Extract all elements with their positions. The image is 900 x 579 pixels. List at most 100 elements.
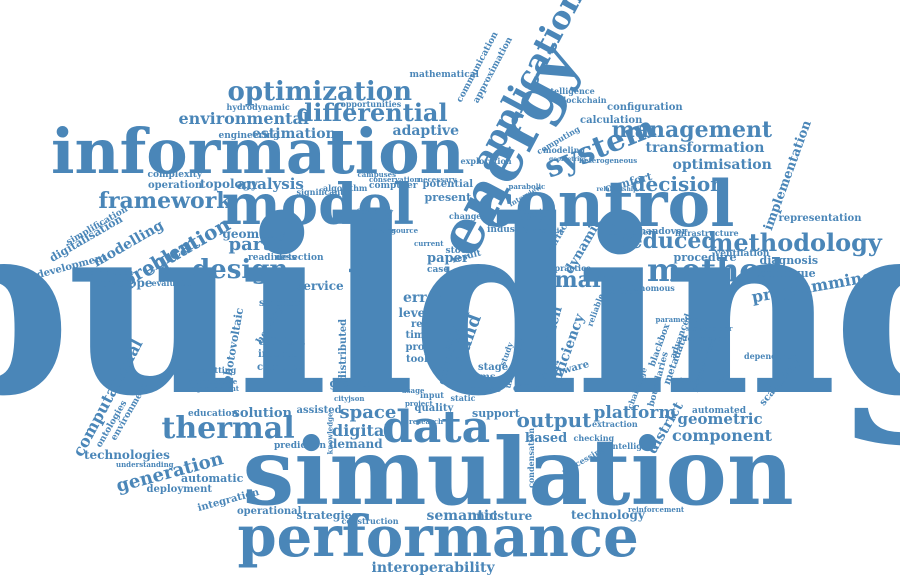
word-extraction: extraction	[592, 419, 638, 429]
word-blockchain: blockchain	[557, 95, 607, 105]
word-technologies: technologies	[84, 448, 170, 462]
word-topology: topology	[200, 177, 258, 191]
word-parabolic: parabolic	[508, 181, 546, 191]
word-operation: operation	[148, 180, 203, 191]
word-industry: industry	[487, 224, 529, 235]
word-present: present	[424, 190, 472, 204]
word-significant: significant	[296, 187, 344, 197]
word-current: current	[414, 238, 444, 248]
word-stage: stage	[478, 362, 509, 373]
word-model: model	[221, 172, 415, 238]
word-architecture: architecture	[188, 376, 238, 386]
word-envelope: envelope	[93, 276, 153, 290]
word-stock: stock	[445, 245, 473, 256]
word-level: level	[398, 306, 430, 320]
word-hydrodynamic: hydrodynamic	[226, 102, 290, 112]
word-technique: technique	[754, 266, 816, 280]
word-formulation: formulation	[86, 267, 134, 277]
word-stakeholder: stakeholder	[686, 323, 733, 333]
word-optimisation: optimisation	[672, 157, 772, 173]
word-cityjson: cityjson	[334, 393, 365, 403]
word-interest: interest	[258, 349, 302, 360]
word-phase: phase	[468, 384, 502, 395]
word-proc: proc	[405, 342, 431, 353]
word-parametric: parametric	[655, 314, 699, 324]
word-computer: computer	[369, 180, 418, 191]
word-output: output	[516, 408, 592, 432]
word-actuation: actuation	[517, 206, 555, 216]
word-education: education	[188, 408, 238, 419]
word-thermal: thermal	[161, 411, 295, 446]
word-efficient: efficient	[258, 337, 306, 348]
word-bems: bems	[466, 372, 496, 383]
word-ventilation: ventilation	[715, 248, 770, 259]
word-transformation: transformation	[645, 140, 765, 156]
word-optimization: optimization	[227, 77, 413, 107]
word-support: support	[472, 406, 520, 420]
word-real: real	[411, 319, 433, 330]
word-control: control	[476, 167, 735, 242]
word-time: time	[405, 330, 431, 341]
word-input: input	[420, 390, 444, 400]
word-science: science	[259, 298, 301, 309]
word-distributed: distributed	[338, 318, 350, 382]
word-demand: demand	[329, 437, 383, 451]
word-technological: technological	[680, 377, 726, 384]
word-usage: usage	[401, 385, 425, 395]
word-autonomous: autonomous	[619, 283, 675, 293]
word-handover: handover	[639, 226, 687, 237]
word-modeling: modeling	[543, 145, 585, 155]
word-mathematical: mathematical	[409, 69, 479, 80]
word-condensation: condensation	[526, 427, 537, 489]
word-tool: tool	[406, 354, 428, 365]
word-research: research	[409, 416, 444, 426]
word-practice: practice	[554, 263, 592, 273]
word-moisture: moisture	[472, 509, 533, 523]
word-adaptive: adaptive	[392, 123, 460, 139]
word-heterogeneous: heterogeneous	[579, 155, 638, 165]
word-performance: performance	[237, 504, 639, 570]
word-platform: platform	[593, 402, 677, 423]
word-calculation: calculation	[580, 115, 643, 126]
word-relationship: relationship	[596, 186, 638, 193]
word-assisted: assisted	[296, 405, 342, 416]
word-automated: automated	[692, 405, 747, 416]
word-diagnosis: diagnosis	[759, 253, 819, 267]
word-decision: decision	[631, 172, 725, 196]
word-design: design	[192, 255, 289, 285]
word-opportunities: opportunities	[340, 99, 402, 109]
word-component: component	[672, 426, 773, 445]
word-source: source	[392, 225, 419, 235]
word-different: different	[513, 383, 557, 394]
word-checking: checking	[573, 433, 615, 443]
word-elements: elements	[519, 212, 555, 222]
word-prediction: prediction	[274, 440, 327, 451]
word-error: error	[403, 290, 444, 306]
word-service: service	[296, 279, 344, 293]
word-quality: quality	[414, 403, 454, 414]
word-based: based	[525, 430, 568, 446]
word-evaluation: evaluation	[151, 278, 199, 288]
word-construction: construction	[341, 516, 399, 526]
word-simulation: simulation	[242, 418, 794, 526]
word-infrastructure: infrastructure	[675, 228, 739, 238]
word-flexibility: flexibility	[356, 206, 394, 216]
word-management: management	[611, 117, 773, 143]
word-improvement: improvement	[187, 383, 240, 393]
word-understanding: understanding	[116, 459, 174, 469]
word-reduced: reduced	[617, 228, 717, 254]
word-space: space	[339, 402, 397, 423]
word-differential: differential	[296, 98, 448, 127]
word-knowledge: knowledge	[325, 412, 335, 454]
word-analysis: analysis	[236, 174, 304, 193]
word-controller: controller	[607, 227, 653, 237]
word-framework: framework	[98, 188, 232, 214]
word-operational: operational	[237, 506, 302, 517]
word-exploration: exploration	[460, 156, 512, 166]
word-analytic: analytic	[532, 225, 564, 235]
word-dependence: dependence	[744, 351, 798, 361]
word-solution: solution	[232, 405, 292, 421]
word-foundation: foundation	[684, 333, 728, 343]
word-technology: technology	[571, 508, 645, 522]
